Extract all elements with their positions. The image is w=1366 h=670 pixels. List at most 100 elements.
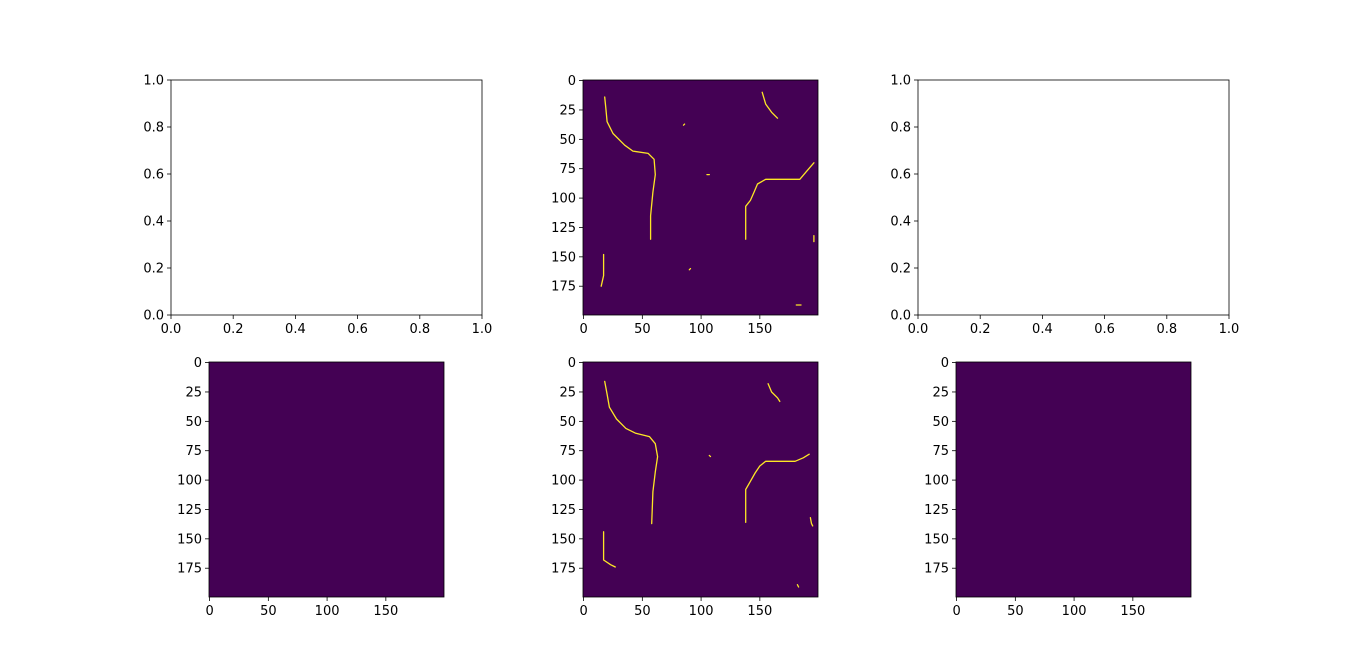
y-tick-label: 0.0 [143, 309, 164, 324]
x-tick-label: 1.0 [1219, 322, 1240, 337]
y-tick-label: 175 [551, 562, 576, 577]
y-tick-label: 25 [559, 103, 576, 118]
x-tick-label: 0 [579, 322, 587, 337]
x-tick-label: 0.6 [347, 322, 368, 337]
x-tick-label: 0 [952, 604, 960, 619]
y-tick-label: 75 [559, 162, 576, 177]
edge-segment [761, 91, 779, 119]
x-tick-label: 0.8 [1156, 322, 1177, 337]
y-tick-label: 0.6 [143, 168, 164, 183]
subplot-top-right: 0.0 0.2 0.4 0.6 0.8 1.0 0.0 0.2 0.4 0.6 0.8 1.0 [890, 74, 1239, 338]
axes-frame [170, 79, 483, 316]
x-tick-label: 50 [634, 322, 651, 337]
edge-segment [602, 531, 616, 568]
y-tick-label: 125 [924, 503, 949, 518]
y-tick-label: 0.0 [890, 309, 911, 324]
y-tick-label: 150 [924, 532, 949, 547]
edge-segment [745, 162, 815, 240]
y-tick-label: 75 [559, 444, 576, 459]
subplot-bottom-center: 0 50 100 150 0 25 50 75 100 125 150 175 [551, 356, 819, 619]
x-tick-label: 0 [205, 604, 213, 619]
subplot-top-left: 0.0 0.2 0.4 0.6 0.8 1.0 0.0 0.2 0.4 0.6 0.8 1.0 [143, 74, 492, 338]
x-tick-label: 0.2 [970, 322, 991, 337]
subplot-bottom-left: 0 50 100 150 0 25 50 75 100 125 150 175 [177, 356, 445, 619]
subplot-bottom-right: 0 50 100 150 0 25 50 75 100 125 150 175 [924, 356, 1192, 619]
y-tick-label: 0.8 [890, 121, 911, 136]
axes-frame [955, 361, 1192, 598]
y-tick-label: 1.0 [143, 74, 164, 89]
x-tick-label: 150 [747, 322, 772, 337]
x-tick-label: 100 [689, 604, 714, 619]
y-tick-label: 0.8 [143, 121, 164, 136]
x-tick-label: 100 [1062, 604, 1087, 619]
axes-frame [917, 79, 1230, 316]
y-tick-label: 100 [924, 474, 949, 489]
y-tick-label: 0 [568, 74, 576, 89]
y-tick-label: 125 [177, 503, 202, 518]
y-tick-label: 50 [932, 415, 949, 430]
y-tick-label: 0.6 [890, 168, 911, 183]
y-tick-label: 0 [941, 356, 949, 371]
x-tick-label: 1.0 [472, 322, 493, 337]
heatmap-image [209, 362, 444, 597]
y-tick-label: 150 [551, 250, 576, 265]
y-tick-label: 100 [551, 192, 576, 207]
x-tick-label: 0.0 [161, 322, 182, 337]
edge-segment [688, 267, 692, 271]
y-tick-label: 100 [177, 474, 202, 489]
y-tick-label: 0.2 [890, 262, 911, 277]
y-tick-label: 125 [551, 503, 576, 518]
heatmap-image [583, 362, 818, 597]
edge-segment [600, 253, 605, 287]
x-tick-label: 0.2 [223, 322, 244, 337]
x-tick-label: 0.4 [1032, 322, 1053, 337]
y-tick-label: 0.4 [143, 215, 164, 230]
y-tick-label: 0.2 [143, 262, 164, 277]
y-tick-label: 100 [551, 474, 576, 489]
y-tick-label: 0 [194, 356, 202, 371]
subplot-top-center: 0 50 100 150 0 25 50 75 100 125 150 175 [551, 74, 819, 337]
y-tick-label: 150 [551, 532, 576, 547]
y-tick-label: 150 [177, 532, 202, 547]
x-tick-label: 0.8 [409, 322, 430, 337]
y-tick-label: 1.0 [890, 74, 911, 89]
axes-frame [582, 361, 819, 598]
y-tick-label: 50 [559, 415, 576, 430]
x-tick-label: 150 [747, 604, 772, 619]
edge-segment [682, 123, 686, 126]
x-tick-label: 50 [260, 604, 277, 619]
y-tick-label: 25 [559, 385, 576, 400]
axes-frame [208, 361, 445, 598]
x-tick-label: 0.0 [908, 322, 929, 337]
x-tick-label: 100 [315, 604, 340, 619]
edge-segment [796, 584, 800, 588]
y-tick-label: 0.4 [890, 215, 911, 230]
edge-segment [604, 96, 656, 240]
heatmap-image [956, 362, 1191, 597]
axes-frame [582, 79, 819, 316]
y-tick-label: 0 [568, 356, 576, 371]
heatmap-image [583, 80, 818, 315]
x-tick-label: 0.6 [1094, 322, 1115, 337]
edge-segment [809, 517, 814, 527]
y-tick-label: 175 [177, 562, 202, 577]
y-tick-label: 25 [185, 385, 202, 400]
y-tick-label: 75 [185, 444, 202, 459]
edge-segment [604, 380, 659, 525]
x-tick-label: 50 [1007, 604, 1024, 619]
edge-segment [708, 454, 712, 458]
y-tick-label: 50 [559, 133, 576, 148]
x-tick-label: 50 [634, 604, 651, 619]
x-tick-label: 150 [373, 604, 398, 619]
x-tick-label: 100 [689, 322, 714, 337]
y-tick-label: 175 [551, 280, 576, 295]
y-tick-label: 175 [924, 562, 949, 577]
x-tick-label: 150 [1120, 604, 1145, 619]
y-tick-label: 75 [932, 444, 949, 459]
x-tick-label: 0.4 [285, 322, 306, 337]
y-tick-label: 25 [932, 385, 949, 400]
x-tick-label: 0 [579, 604, 587, 619]
edge-segment [767, 383, 781, 403]
y-tick-label: 125 [551, 221, 576, 236]
